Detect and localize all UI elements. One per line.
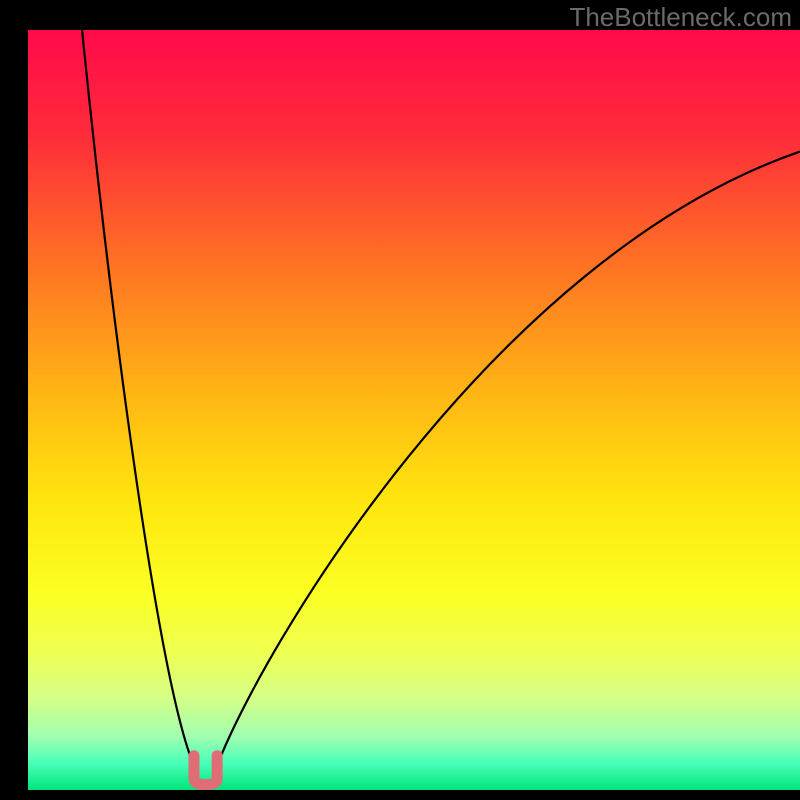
bottleneck-curve-right	[217, 152, 800, 766]
curve-layer	[28, 30, 800, 790]
watermark-text: TheBottleneck.com	[569, 2, 792, 33]
bottleneck-curve-left	[82, 30, 194, 766]
plot-area	[28, 30, 800, 790]
optimum-u-marker	[194, 756, 217, 785]
